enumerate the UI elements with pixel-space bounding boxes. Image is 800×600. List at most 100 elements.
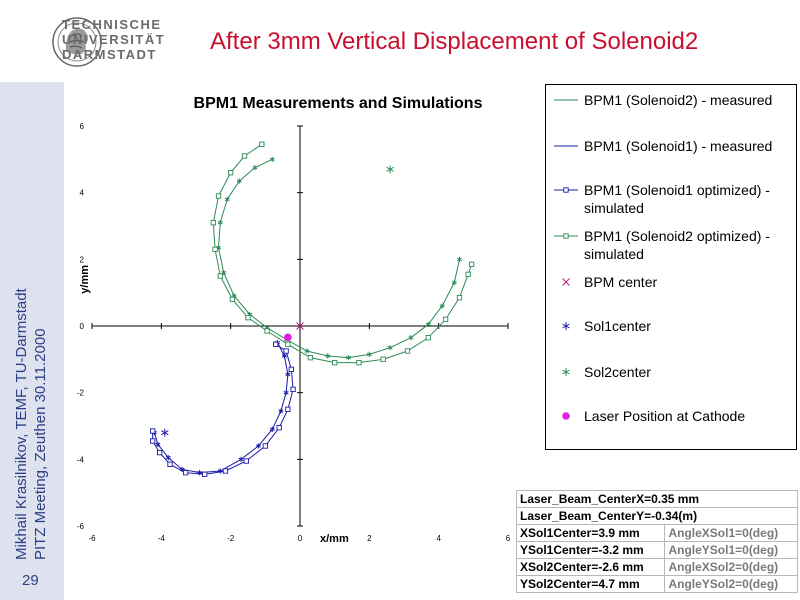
- parameter-cell: XSol2Center=-2.6 mm: [515, 558, 666, 576]
- series-2: [150, 341, 296, 477]
- legend-label: BPM1 (Solenoid1 optimized) - simulated: [584, 182, 770, 216]
- author-line: Mikhail Krasilnikov, TEMF, TU-Darmstadt: [13, 288, 30, 560]
- series-2-point: [262, 443, 268, 449]
- parameter-cell: Laser_Beam_CenterX=0.35 mm: [516, 490, 798, 508]
- series-2-point: [202, 471, 208, 477]
- legend-symbol: [562, 278, 570, 286]
- legend-symbol: [562, 368, 570, 376]
- y-tick-label: 0: [80, 322, 85, 331]
- series-0-point: [451, 280, 457, 286]
- series-0-point: [366, 351, 372, 357]
- series-7-point: [284, 333, 292, 342]
- legend-label: BPM center: [584, 274, 658, 290]
- series-2-point: [156, 450, 163, 456]
- series-3-point: [228, 170, 234, 176]
- series-3-point: [425, 335, 431, 341]
- parameters-row: XSol1Center=3.9 mm AngleXSol1=0(deg): [515, 524, 798, 542]
- parameters-row: Laser_Beam_CenterX=0.35 mm: [516, 490, 798, 508]
- legend-symbol: [554, 233, 578, 239]
- series-1-point: [285, 371, 291, 377]
- parameters-row: XSol2Center=-2.6 mm AngleXSol2=0(deg): [515, 558, 798, 576]
- x-tick-label: 4: [436, 534, 441, 543]
- legend-label: BPM1 (Solenoid1) - measured: [584, 138, 773, 154]
- series-3-point: [356, 360, 362, 366]
- series-0-point: [304, 348, 310, 354]
- series-3-point: [465, 271, 471, 277]
- series-2-point: [285, 406, 291, 412]
- series-3-point: [264, 328, 270, 334]
- x-tick-label: -4: [158, 534, 166, 543]
- series-4-point: [296, 322, 304, 330]
- series-3-point: [241, 153, 248, 159]
- legend-symbol: [554, 145, 578, 147]
- x-axis-label: x/mm: [320, 533, 349, 545]
- slide-title: After 3mm Vertical Displacement of Solen…: [210, 28, 699, 55]
- series-3-point: [380, 356, 386, 362]
- series-2-point: [283, 348, 289, 354]
- series-3-point: [307, 355, 314, 361]
- parameters-row: YSol2Center=4.7 mm AngleYSol2=0(deg): [515, 575, 798, 593]
- series-1-point: [283, 390, 289, 396]
- meeting-line: PITZ Meeting, Zeuthen 30.11.2000: [32, 328, 49, 560]
- parameter-cell: AngleXSol2=0(deg): [664, 558, 798, 576]
- series-1-point: [281, 353, 287, 359]
- y-tick-label: 6: [80, 122, 85, 131]
- series-0-point: [325, 353, 331, 359]
- x-tick-label: -6: [88, 534, 96, 543]
- legend-label: BPM1 (Solenoid2) - measured: [584, 92, 773, 108]
- series-2-point: [167, 461, 173, 467]
- series-2-point: [288, 366, 294, 372]
- series-3: [210, 141, 475, 366]
- y-tick-label: -2: [77, 389, 85, 398]
- parameters-table: Laser_Beam_CenterX=0.35 mm Laser_Beam_Cen…: [515, 490, 798, 593]
- legend-symbol: [554, 99, 578, 101]
- series-2-point: [182, 470, 189, 476]
- series-1-point: [269, 426, 275, 432]
- parameter-cell: AngleYSol1=0(deg): [664, 541, 798, 559]
- legend-symbol: [562, 322, 570, 330]
- series-3-point: [215, 193, 222, 199]
- series-0-point: [252, 165, 258, 171]
- series-3-point: [285, 341, 291, 347]
- series-0-point: [269, 156, 275, 162]
- y-tick-label: -6: [77, 522, 85, 531]
- parameters-row: YSol1Center=-3.2 mm AngleYSol1=0(deg): [515, 541, 798, 559]
- parameters-row: Laser_Beam_CenterY=-0.34(m): [516, 507, 798, 525]
- x-tick-label: 6: [506, 534, 511, 543]
- x-tick-label: -2: [227, 534, 235, 543]
- parameter-cell: AngleYSol2=0(deg): [664, 575, 798, 593]
- legend-label: Sol2center: [584, 364, 651, 380]
- series-3-point: [442, 316, 449, 322]
- series-2-point: [150, 428, 156, 434]
- series-3-point: [468, 261, 475, 267]
- parameter-cell: AngleXSol1=0(deg): [664, 524, 798, 542]
- series-3-point: [212, 246, 218, 252]
- series-1-point: [255, 443, 261, 449]
- y-axis-label: y/mm: [79, 265, 91, 294]
- series-0-point: [408, 335, 414, 341]
- sidebar: [0, 82, 64, 600]
- series-3-point: [210, 220, 216, 226]
- y-tick-label: 4: [80, 189, 85, 198]
- parameter-cell: Laser_Beam_CenterY=-0.34(m): [516, 507, 798, 525]
- parameter-cell: XSol1Center=3.9 mm: [515, 524, 666, 542]
- series-0-point: [224, 196, 230, 202]
- series-2-point: [150, 438, 156, 444]
- chart-plot: [150, 141, 475, 477]
- parameter-cell: YSol1Center=-3.2 mm: [515, 541, 666, 559]
- series-3-point: [332, 360, 338, 366]
- series-3-point: [404, 348, 411, 354]
- series-2-point: [273, 341, 279, 347]
- y-tick-label: -4: [77, 455, 85, 464]
- series-1-point: [238, 456, 244, 462]
- legend-label: BPM1 (Solenoid2 optimized) - simulated: [584, 228, 770, 262]
- legend-symbol: [562, 412, 570, 420]
- series-2-point: [222, 468, 229, 474]
- sidebar-author-text: Mikhail Krasilnikov, TEMF, TU-Darmstadt …: [12, 200, 50, 560]
- logo-wordmark: TECHNISCHE UNIVERSITÄT DARMSTADT: [62, 17, 166, 62]
- series-0-point: [236, 178, 242, 184]
- university-seal-icon: [52, 17, 102, 67]
- series-6: [386, 165, 394, 174]
- series-3-point: [245, 315, 251, 321]
- series-3-point: [456, 295, 463, 301]
